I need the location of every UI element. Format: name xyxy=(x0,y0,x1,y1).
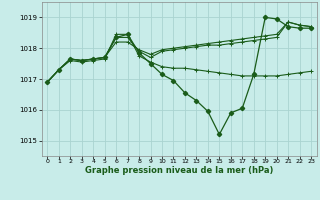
X-axis label: Graphe pression niveau de la mer (hPa): Graphe pression niveau de la mer (hPa) xyxy=(85,166,273,175)
